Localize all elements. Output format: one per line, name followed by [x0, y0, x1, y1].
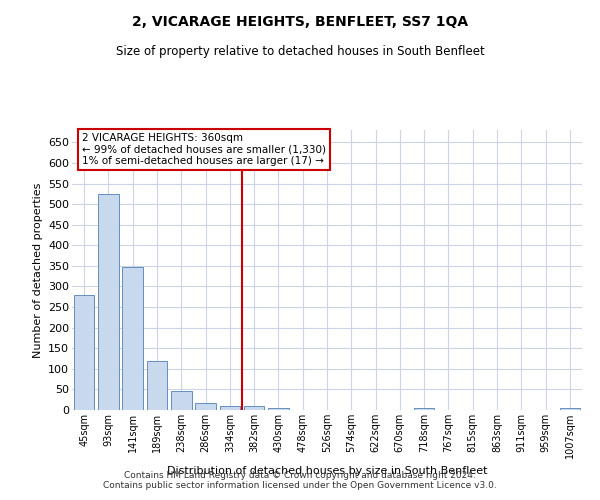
Text: Contains HM Land Registry data © Crown copyright and database right 2024.
Contai: Contains HM Land Registry data © Crown c… [103, 470, 497, 490]
Bar [414, 408, 434, 410]
X-axis label: Distribution of detached houses by size in South Benfleet: Distribution of detached houses by size … [167, 466, 487, 476]
Bar [146, 360, 167, 410]
Bar [220, 406, 240, 410]
Bar [74, 294, 94, 410]
Bar [244, 406, 265, 410]
Text: 2, VICARAGE HEIGHTS, BENFLEET, SS7 1QA: 2, VICARAGE HEIGHTS, BENFLEET, SS7 1QA [132, 15, 468, 29]
Bar [195, 403, 216, 410]
Text: 2 VICARAGE HEIGHTS: 360sqm
← 99% of detached houses are smaller (1,330)
1% of se: 2 VICARAGE HEIGHTS: 360sqm ← 99% of deta… [82, 133, 326, 166]
Text: Size of property relative to detached houses in South Benfleet: Size of property relative to detached ho… [116, 45, 484, 58]
Bar [171, 390, 191, 410]
Bar [268, 408, 289, 410]
Bar [122, 267, 143, 410]
Bar [560, 408, 580, 410]
Bar [98, 194, 119, 410]
Y-axis label: Number of detached properties: Number of detached properties [32, 182, 43, 358]
